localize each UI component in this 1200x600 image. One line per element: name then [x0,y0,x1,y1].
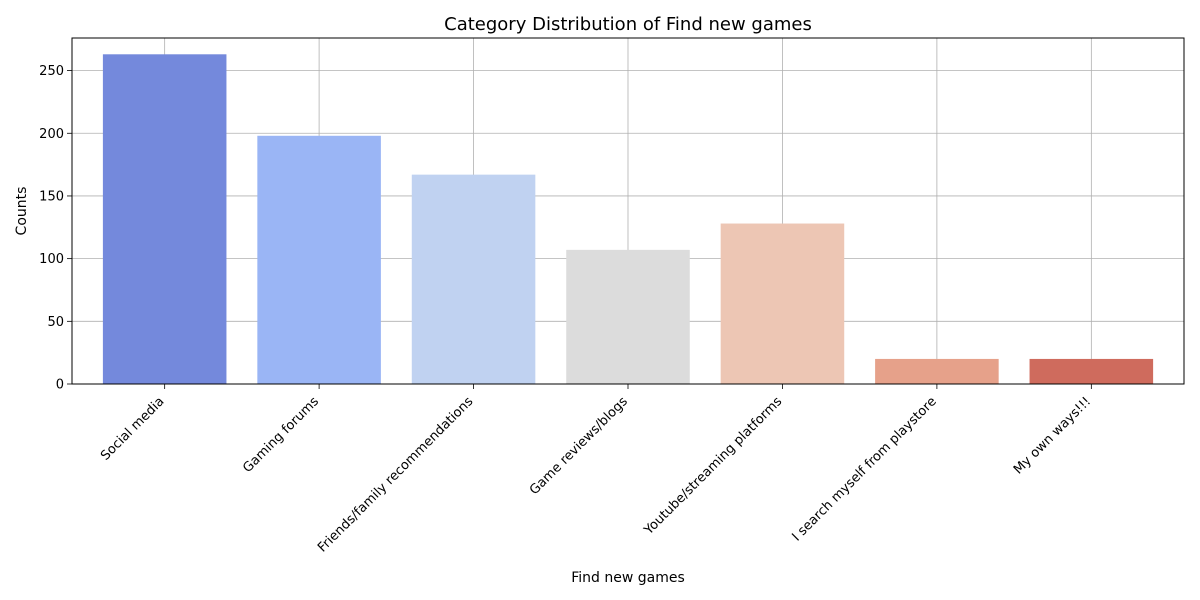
x-tick-label: My own ways!!! [1011,394,1094,477]
y-tick-label: 250 [39,64,64,79]
bar [1029,358,1154,384]
bar [257,135,381,384]
x-axis-ticks: Social media Gaming forumsFriends/family … [98,384,1094,555]
y-tick-label: 100 [39,252,64,267]
bar [720,223,845,384]
x-tick-label: Gaming forums [240,394,322,476]
chart-title: Category Distribution of Find new games [444,14,812,35]
y-axis-ticks: 0 50 100 150 200 250 [39,64,72,393]
bar [102,54,227,385]
x-axis-label: Find new games [571,570,685,586]
bar [875,358,999,384]
y-tick-label: 50 [47,315,64,330]
bar [411,174,536,384]
bars [102,54,1154,385]
x-tick-label: Game reviews/blogs [527,394,631,498]
y-tick-label: 200 [39,127,64,142]
y-tick-label: 0 [56,378,64,393]
x-tick-label: Friends/family recommendations [315,394,476,555]
x-tick-label: Youtube/streaming platforms [641,394,786,539]
x-tick-label: I search myself from playstore [789,394,939,544]
y-axis-label: Counts [14,187,30,236]
y-tick-label: 150 [39,189,64,204]
bar [566,249,690,384]
x-tick-label: Social media [98,394,167,463]
